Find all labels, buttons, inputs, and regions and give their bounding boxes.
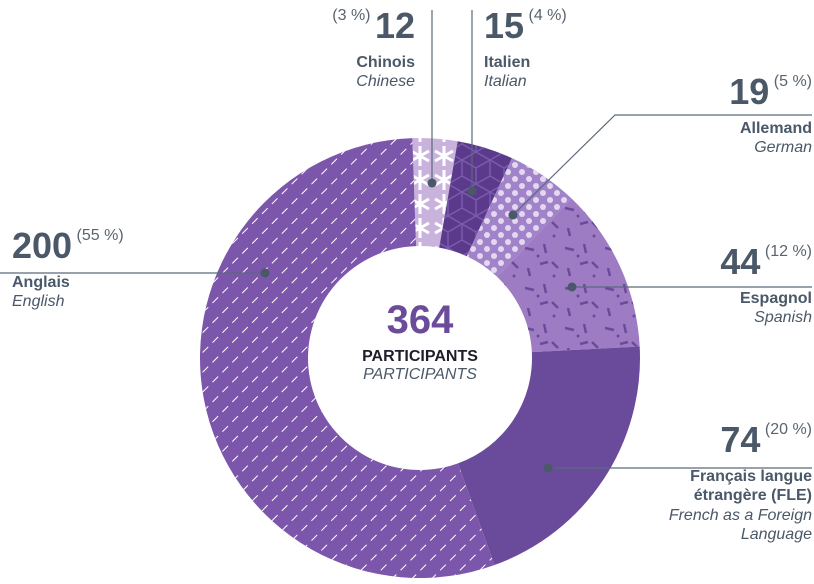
percent-label: (3 %) (332, 7, 371, 24)
category-label: Espagnol (739, 290, 812, 308)
wedge-pattern (466, 158, 572, 277)
wedge-pattern (412, 138, 458, 248)
category-label-en: English (12, 293, 65, 311)
value-row: 44 (12 %) (720, 240, 812, 283)
leader-dot (260, 268, 270, 278)
value-label: 74 (720, 419, 761, 460)
total: 364 (386, 298, 454, 342)
value-row: 200 (55 %) (12, 224, 124, 267)
percent-label: (4 %) (528, 7, 567, 24)
center-label: 364 PARTICIPANTS PARTICIPANTS (300, 298, 540, 384)
leader-dot (543, 463, 553, 473)
percent-label: (5 %) (773, 73, 812, 90)
percent-label: (12 %) (764, 243, 812, 260)
wedge-pattern (199, 138, 495, 578)
percent-label: (20 %) (764, 421, 812, 438)
label: 19 (5 %) Allemand German (729, 70, 812, 158)
value-row: 19 (5 %) (729, 70, 812, 113)
wedge (457, 346, 640, 565)
value-label: 15 (484, 5, 525, 46)
label: 200 (55 %) Anglais English (12, 224, 124, 312)
category-label-en: German (754, 139, 812, 157)
label: 44 (12 %) Espagnol Spanish (720, 240, 812, 328)
category-label-en: French as a Foreign Language (668, 506, 812, 543)
value-row: 74 (20 %) (627, 418, 812, 461)
value-row: (3 %) 12 (332, 4, 415, 47)
leader-dot (467, 186, 477, 196)
category-label: Français langue étrangère (FLE) (690, 468, 812, 505)
category-label: Chinois (356, 54, 415, 72)
category-label: Italien (484, 54, 531, 72)
total-label-en: PARTICIPANTS (363, 366, 477, 383)
value-label: 19 (729, 71, 770, 112)
wedge-pattern (439, 141, 512, 257)
leader-dot (508, 210, 518, 220)
percent-label: (55 %) (76, 227, 124, 244)
value-row: 15 (4 %) (484, 4, 567, 47)
label: 15 (4 %) Italien Italian (484, 4, 567, 92)
value-label: 12 (374, 5, 415, 46)
value-label: 200 (12, 225, 73, 266)
value-label: 44 (720, 241, 761, 282)
label: (3 %) 12 Chinois Chinese (332, 4, 415, 92)
category-label: Allemand (739, 120, 812, 138)
wedge-pattern (497, 198, 640, 353)
category-label-en: Chinese (356, 73, 415, 91)
category-label-en: Spanish (754, 309, 812, 327)
label: 74 (20 %) Français langue étrangère (FLE)… (627, 418, 812, 544)
total-label: PARTICIPANTS (362, 348, 478, 365)
category-label-en: Italian (484, 73, 527, 91)
leader-line (512, 114, 812, 216)
leader-dot (427, 178, 437, 188)
leader-dot (567, 282, 577, 292)
category-label: Anglais (12, 274, 70, 292)
